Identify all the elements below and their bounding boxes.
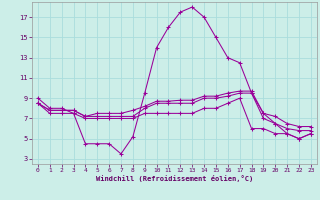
- X-axis label: Windchill (Refroidissement éolien,°C): Windchill (Refroidissement éolien,°C): [96, 175, 253, 182]
